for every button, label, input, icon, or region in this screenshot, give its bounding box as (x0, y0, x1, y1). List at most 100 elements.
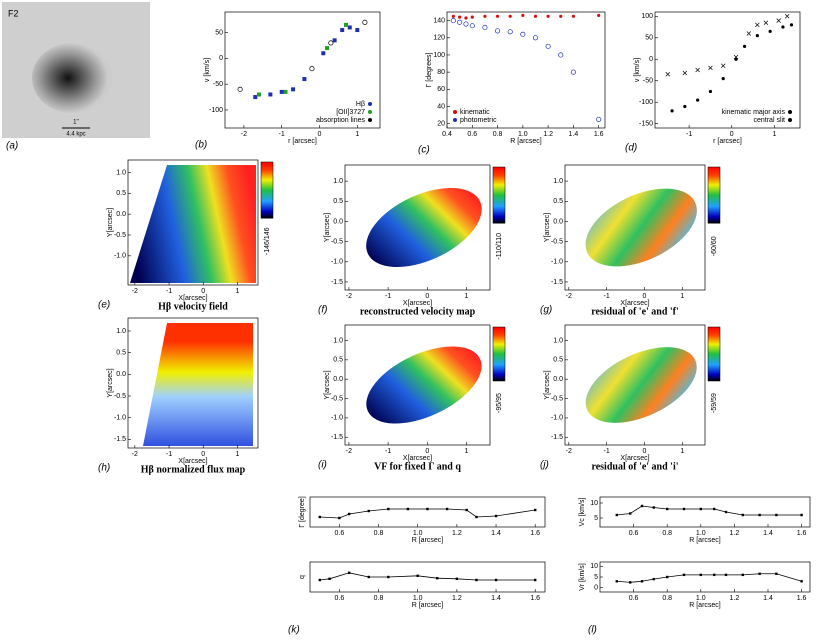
legend-label: central slit (753, 117, 785, 124)
x-tick-label: -1 (166, 451, 172, 458)
legend-swatch (368, 102, 372, 106)
x-tick-label: 0.6 (629, 530, 639, 537)
x-tick-label: 1.0 (696, 530, 706, 537)
point (455, 577, 459, 580)
point (343, 22, 348, 27)
y-tick-label: -1.0 (114, 253, 126, 260)
point (596, 116, 602, 122)
colorbar (260, 161, 274, 219)
series-line (616, 505, 802, 516)
point (332, 38, 337, 43)
y-axis-label: Vr [km/s] (579, 563, 586, 590)
point (763, 20, 769, 25)
point (328, 577, 331, 580)
panel: -146/146 Hβ velocity field -2 -1 0 1 1.0 0.5 0.0… (98, 159, 274, 312)
x-tick-label: 1 (680, 448, 684, 455)
point (708, 89, 713, 94)
axes-frame (446, 11, 606, 129)
point (463, 21, 469, 27)
panel-label: (b) (195, 140, 207, 151)
y-tick-label: -0.5 (114, 393, 126, 400)
galaxy-image: F2 1'' 4.4 kpc (a) (2, 2, 150, 152)
point (387, 507, 390, 511)
x-tick-label: 1.2 (543, 131, 553, 138)
panel-label: (k) (288, 625, 300, 636)
point (507, 29, 513, 35)
panel: Hβ normalized flux map-2 -1 0 1 1.0 0.5 0.0 -0.… (98, 317, 259, 475)
x-tick-label: 1.0 (518, 131, 528, 138)
x-tick-label: 0 (201, 288, 205, 295)
x-tick-label: 0 (730, 131, 734, 138)
x-tick-label: 1.6 (530, 595, 540, 602)
y-tick-label: 140 (433, 17, 445, 24)
x-tick-label: 1 (236, 451, 240, 458)
point (436, 577, 439, 580)
point (534, 508, 537, 512)
x-tick-label: 0.8 (493, 131, 503, 138)
point (416, 574, 419, 577)
point (532, 35, 539, 41)
y-tick-label: -1.5 (551, 434, 563, 441)
x-tick-label: 1.4 (569, 131, 579, 138)
point (309, 66, 315, 72)
x-tick-label: -2 (346, 293, 352, 300)
x-tick-label: 1.0 (696, 595, 706, 602)
x-tick-label: 1.6 (797, 595, 807, 602)
point (483, 14, 487, 18)
point (521, 13, 525, 18)
legend-swatch (788, 110, 792, 114)
y-tick-label: 1.0 (333, 178, 343, 185)
y-tick-label: 100 (433, 52, 445, 59)
point (347, 512, 351, 516)
point (520, 31, 526, 37)
point (755, 34, 759, 38)
axes-frame (599, 496, 811, 528)
x-tick-label: 1.0 (413, 595, 423, 602)
point (347, 25, 352, 30)
point (546, 14, 550, 18)
panel: -59/59 residual of 'e' and 'i' -2 -1 0 1 1.0 0.… (540, 324, 721, 472)
point (450, 18, 456, 24)
axes-frame (654, 11, 801, 129)
point (367, 509, 370, 513)
point (451, 14, 455, 18)
x-tick-label: 0 (643, 448, 647, 455)
y-tick-label: 5 (594, 515, 598, 522)
axes-frame (127, 159, 259, 286)
axes-frame (344, 324, 491, 446)
x-tick-label: 1 (355, 131, 359, 138)
y-tick-label: 0.5 (116, 350, 126, 357)
y-tick-label: 1.0 (553, 178, 563, 185)
panel: -2 -1 0 1 -100 -50 0 50 r [arcsec] v [km/s] (b) Hβ[… (195, 11, 381, 151)
point (640, 504, 644, 508)
y-axis-label: Γ [degrees] (426, 52, 433, 87)
point (328, 40, 334, 46)
panel: -60/60 residual of 'e' and 'f' -2 -1 0 1 1.0 0.… (540, 164, 721, 317)
point (597, 13, 601, 18)
axes-frame (344, 164, 491, 291)
point (775, 572, 778, 575)
point (508, 14, 512, 18)
point (682, 573, 686, 577)
point (237, 86, 243, 92)
y-tick-label: -1.0 (114, 415, 126, 422)
galaxy-id: F2 (8, 8, 19, 18)
caption: Hβ normalized flux map (141, 464, 246, 475)
legend-swatch (453, 110, 457, 114)
x-tick-label: -2 (132, 451, 138, 458)
caption: Hβ velocity field (158, 301, 228, 312)
point (545, 43, 551, 49)
y-axis-label: Y[arcsec] (544, 370, 551, 399)
caption: residual of 'e' and 'f' (591, 306, 679, 317)
legend-label: [OII]3727 (336, 109, 365, 116)
point (724, 510, 728, 514)
colorbar (707, 166, 721, 224)
point (776, 18, 781, 23)
point (640, 580, 644, 583)
point (713, 573, 716, 577)
axes-frame (127, 317, 259, 449)
point (721, 76, 725, 81)
point (741, 573, 744, 577)
x-tick-label: 0.6 (467, 131, 477, 138)
y-tick-label: 0 (649, 56, 653, 63)
